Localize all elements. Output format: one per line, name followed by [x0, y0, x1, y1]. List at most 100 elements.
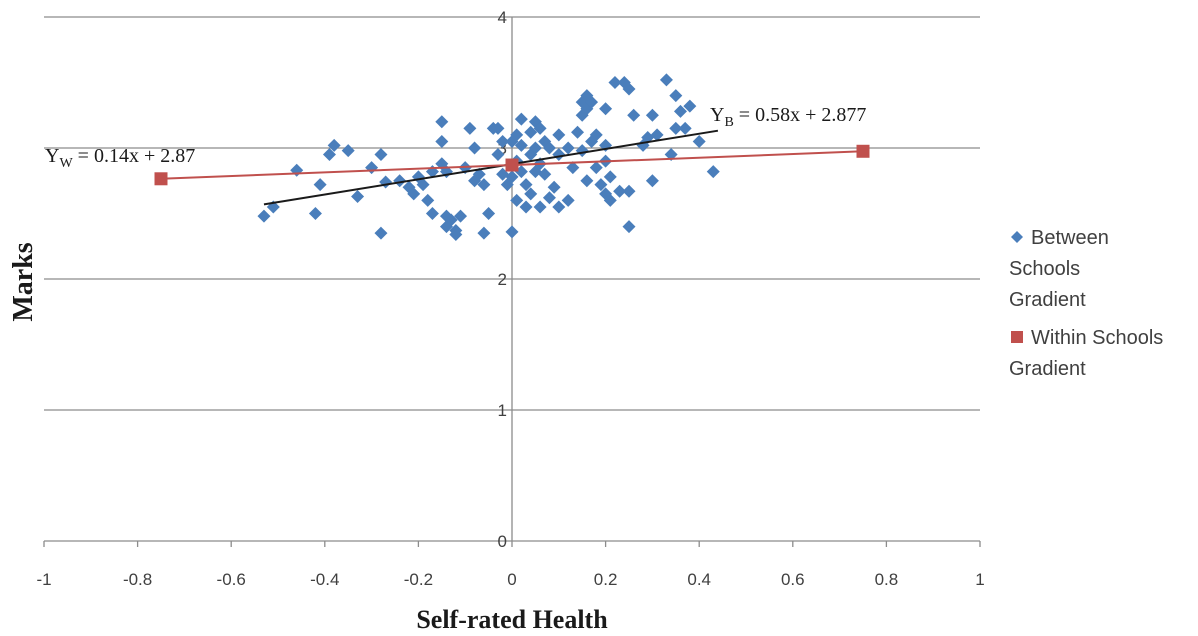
data-point-between	[599, 102, 613, 116]
data-point-between	[533, 121, 547, 135]
between-equation: YB = 0.58x + 2.877	[710, 104, 866, 130]
x-tick-label: 0	[507, 570, 516, 589]
data-point-between	[622, 82, 636, 96]
within-schools-points	[154, 144, 870, 186]
between-equation-lhs: Y	[710, 104, 724, 126]
data-point-between	[575, 144, 589, 158]
data-point-between	[496, 134, 510, 148]
data-point-between	[491, 148, 505, 162]
x-tick-label: 0.8	[875, 570, 899, 589]
data-point-between	[542, 191, 556, 205]
data-point-between	[379, 175, 393, 189]
x-tick-label: -0.4	[310, 570, 339, 589]
data-point-between	[505, 170, 519, 184]
x-tick-label: -0.6	[217, 570, 246, 589]
data-point-between	[308, 207, 322, 220]
data-point-between	[659, 73, 673, 87]
data-point-within	[856, 144, 870, 158]
legend-marker-within	[1011, 331, 1023, 343]
data-point-within	[505, 158, 519, 172]
data-point-between	[449, 224, 463, 238]
data-point-between	[374, 148, 388, 162]
data-point-between	[505, 225, 519, 239]
data-point-between	[566, 161, 580, 175]
y-tick-label: 4	[498, 8, 507, 27]
data-point-between	[290, 163, 304, 177]
x-tick-label: 1	[975, 570, 984, 589]
data-point-between	[692, 134, 706, 148]
data-point-between	[435, 115, 449, 129]
x-tick-label: -0.2	[404, 570, 433, 589]
between-schools-points	[257, 73, 720, 241]
data-point-between	[519, 178, 533, 192]
data-point-between	[454, 209, 468, 223]
data-point-between	[482, 207, 496, 220]
within-equation-rhs: = 0.14x + 2.87	[73, 145, 196, 167]
data-point-between	[561, 141, 575, 155]
data-point-between	[538, 167, 552, 181]
y-tick-label: 0	[498, 532, 507, 551]
data-point-between	[678, 121, 692, 135]
legend: Between Schools Gradient Within Schools Grad…	[1009, 227, 1163, 380]
between-equation-sub: B	[724, 115, 733, 130]
y-tick-label: 3	[498, 139, 507, 158]
data-point-between	[322, 148, 336, 162]
data-point-between	[435, 134, 449, 148]
data-point-between	[552, 128, 566, 142]
data-point-between	[514, 112, 528, 126]
between-equation-rhs: = 0.58x + 2.877	[734, 104, 867, 126]
between-trendline	[263, 129, 719, 206]
data-point-between	[627, 108, 641, 122]
data-point-between	[351, 189, 365, 203]
data-point-between	[603, 193, 617, 207]
data-point-between	[524, 125, 538, 139]
data-point-between	[374, 226, 388, 240]
data-point-between	[519, 200, 533, 214]
data-point-between	[421, 193, 435, 207]
x-tick-label: 0.6	[781, 570, 805, 589]
legend-marker-between	[1011, 231, 1023, 243]
data-point-between	[673, 104, 687, 118]
data-point-between	[552, 148, 566, 162]
data-point-between	[669, 89, 683, 103]
data-point-between	[463, 121, 477, 135]
data-point-between	[589, 128, 603, 142]
x-tick-label: 0.4	[687, 570, 711, 589]
data-point-between	[542, 141, 556, 155]
data-point-between	[365, 161, 379, 175]
data-point-between	[594, 178, 608, 192]
legend-label-between: Between Schools Gradient	[1009, 227, 1109, 311]
data-point-between	[622, 184, 636, 198]
data-point-between	[552, 200, 566, 214]
y-tick-labels: 0 1 2 3 4	[498, 8, 507, 551]
data-point-between	[603, 170, 617, 184]
legend-label-within: Within Schools Gradient	[1009, 327, 1163, 380]
x-axis-title: Self-rated Health	[416, 605, 608, 634]
data-point-between	[341, 144, 355, 158]
data-point-between	[510, 128, 524, 142]
data-point-between	[313, 178, 327, 192]
data-point-between	[491, 121, 505, 135]
within-equation-sub: W	[59, 156, 73, 171]
data-point-between	[444, 213, 458, 227]
data-point-between	[528, 141, 542, 155]
data-point-between	[613, 184, 627, 198]
data-point-between	[468, 141, 482, 155]
data-point-between	[585, 95, 599, 109]
data-point-between	[327, 138, 341, 152]
data-point-between	[622, 220, 636, 234]
data-point-between	[571, 125, 585, 139]
data-point-between	[533, 200, 547, 214]
x-tick-label: -0.8	[123, 570, 152, 589]
axes	[43, 17, 981, 547]
x-tick-label: 0.2	[594, 570, 618, 589]
data-point-between	[407, 187, 421, 201]
within-equation: YW = 0.14x + 2.87	[45, 145, 195, 171]
within-equation-lhs: Y	[45, 145, 59, 167]
data-point-between	[706, 165, 720, 179]
data-point-between	[257, 209, 271, 223]
data-point-between	[416, 178, 430, 192]
data-point-between	[510, 193, 524, 207]
x-tick-label: -1	[36, 570, 51, 589]
